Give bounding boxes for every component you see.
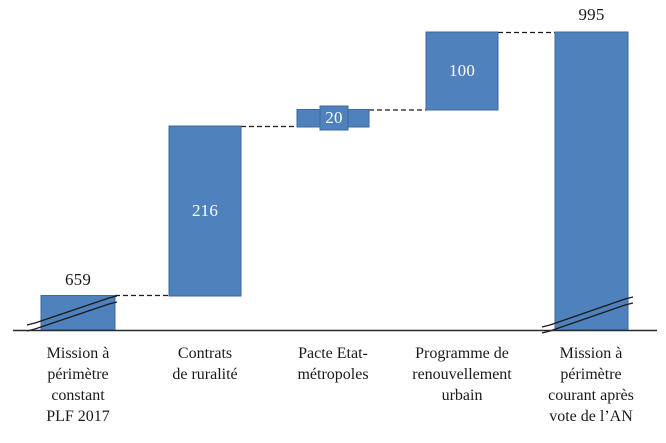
category-label-pacte: Pacte Etat- métropoles <box>297 345 369 383</box>
category-label-mission-courant: Mission à périmètre courant après vote d… <box>548 345 634 425</box>
value-label-pacte: 20 <box>325 108 343 127</box>
category-label-contrats: Contrats de ruralité <box>172 345 238 383</box>
axis-break-mark-right-lower <box>541 302 634 334</box>
bar-mission-courant-apres-vote <box>554 31 629 331</box>
value-label-contrats: 216 <box>191 201 219 220</box>
value-label-programme: 100 <box>448 61 476 80</box>
bar-mission-plf-2017 <box>40 295 116 331</box>
axis-break-mark-left-upper <box>26 295 118 326</box>
bar-contrats-de-ruralite <box>168 125 242 297</box>
bar-programme-renouvellement-urbain <box>425 31 499 111</box>
category-label-programme: Programme de renouvellement urbain <box>412 345 512 404</box>
value-label-mission-courant: 995 <box>578 5 605 24</box>
value-label-mission-plf-2017: 659 <box>64 270 92 289</box>
axis-break-mark-right-upper <box>541 296 634 328</box>
category-label-mission-plf-2017: Mission à périmètre constant PLF 2017 <box>46 345 110 425</box>
data-label-badge <box>319 105 349 131</box>
